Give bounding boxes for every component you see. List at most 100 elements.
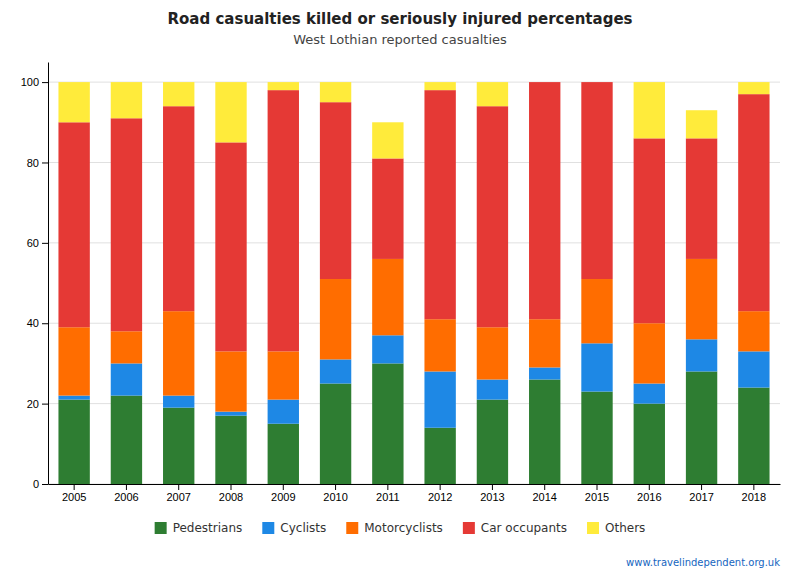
x-tick: 2016 xyxy=(637,484,661,503)
bar xyxy=(58,327,89,395)
y-tick-label: 80 xyxy=(27,156,39,168)
x-tick-label: 2011 xyxy=(376,491,400,503)
y-tick-mark xyxy=(42,323,48,324)
bar xyxy=(215,416,246,484)
bar xyxy=(111,82,142,118)
legend-label: Cyclists xyxy=(280,521,326,535)
bar xyxy=(58,122,89,327)
bar xyxy=(163,311,194,395)
plot: 0 20 40 60 80 100 2005 2006 2007 2008 2009 2010 2011… xyxy=(21,63,781,503)
grid xyxy=(48,82,780,484)
x-tick: 2007 xyxy=(166,484,190,503)
legend-label: Pedestrians xyxy=(173,521,243,535)
bar xyxy=(686,110,717,138)
x-tick-label: 2007 xyxy=(166,491,190,503)
bar xyxy=(634,384,665,404)
bar xyxy=(58,82,89,122)
grid-line xyxy=(48,484,780,485)
bar xyxy=(738,351,769,387)
bar xyxy=(215,82,246,142)
bar xyxy=(372,335,403,363)
x-tick-label: 2013 xyxy=(480,491,504,503)
x-tick-label: 2017 xyxy=(689,491,713,503)
x-tick-label: 2008 xyxy=(219,491,243,503)
x-tick: 2005 xyxy=(62,484,86,503)
x-tick-mark xyxy=(335,484,336,490)
bar xyxy=(111,118,142,331)
y-tick-label: 0 xyxy=(33,478,39,490)
subtitle: West Lothian reported casualties xyxy=(293,32,507,47)
bar xyxy=(686,339,717,371)
series xyxy=(58,82,769,351)
legend-item: Cyclists xyxy=(262,521,326,535)
y-tick-mark xyxy=(42,243,48,244)
y-axis: 0 20 40 60 80 100 xyxy=(21,63,49,491)
grid-line xyxy=(48,162,780,163)
x-tick-label: 2012 xyxy=(428,491,452,503)
bar xyxy=(424,371,455,427)
bar xyxy=(634,82,665,138)
x-tick: 2013 xyxy=(480,484,504,503)
y-tick-label: 20 xyxy=(27,398,39,410)
legend-swatch xyxy=(262,522,274,534)
x-tick-label: 2005 xyxy=(62,491,86,503)
bar xyxy=(424,82,455,90)
y-tick-mark xyxy=(42,484,48,485)
bar xyxy=(58,400,89,484)
x-tick: 2012 xyxy=(428,484,452,503)
x-axis: 2005200620072008200920102011201220132014… xyxy=(49,484,781,503)
bar xyxy=(268,424,299,484)
x-tick-mark xyxy=(74,484,75,490)
bar xyxy=(477,106,508,327)
bar xyxy=(581,392,612,484)
y-tick: 100 xyxy=(21,76,48,88)
legend-item: Others xyxy=(587,521,645,535)
x-tick: 2010 xyxy=(323,484,347,503)
bar xyxy=(111,331,142,363)
y-axis-line xyxy=(48,63,49,485)
bar xyxy=(477,327,508,379)
bar xyxy=(634,323,665,383)
bar xyxy=(215,142,246,351)
bar xyxy=(424,319,455,371)
x-tick: 2017 xyxy=(689,484,713,503)
y-tick-mark xyxy=(42,162,48,163)
x-tick-label: 2006 xyxy=(114,491,138,503)
bar xyxy=(320,384,351,484)
bar xyxy=(581,82,612,83)
bar xyxy=(372,158,403,258)
grid-line xyxy=(48,323,780,324)
bar xyxy=(477,82,508,106)
bar xyxy=(634,138,665,323)
bar xyxy=(529,82,560,83)
bar xyxy=(372,259,403,335)
legend-swatch xyxy=(587,522,599,534)
bar xyxy=(268,351,299,399)
legend: PedestriansCyclistsMotorcyclistsCar occu… xyxy=(155,521,646,535)
legend-swatch xyxy=(155,522,167,534)
x-tick-mark xyxy=(597,484,598,490)
x-tick-mark xyxy=(178,484,179,490)
bar xyxy=(268,400,299,424)
series xyxy=(58,82,769,158)
x-tick-label: 2010 xyxy=(323,491,347,503)
y-tick: 60 xyxy=(27,237,48,249)
bar xyxy=(424,428,455,484)
bar xyxy=(581,82,612,279)
x-tick: 2009 xyxy=(271,484,295,503)
bar xyxy=(320,102,351,279)
y-tick-label: 40 xyxy=(27,317,39,329)
x-tick-mark xyxy=(492,484,493,490)
bar xyxy=(686,259,717,339)
bar xyxy=(738,82,769,94)
bar xyxy=(215,412,246,416)
y-tick-mark xyxy=(42,82,48,83)
bar xyxy=(163,396,194,408)
x-tick-mark xyxy=(440,484,441,490)
bar xyxy=(634,404,665,484)
bar xyxy=(529,380,560,484)
bar xyxy=(268,90,299,351)
bar xyxy=(686,138,717,259)
bar xyxy=(529,319,560,367)
bar xyxy=(477,400,508,484)
